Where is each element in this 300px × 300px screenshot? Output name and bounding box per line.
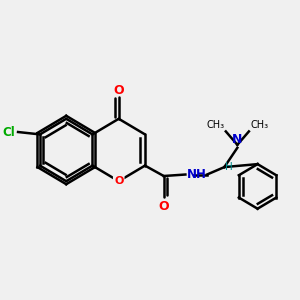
Text: O: O — [158, 200, 169, 213]
Text: CH₃: CH₃ — [250, 120, 268, 130]
Text: Cl: Cl — [2, 125, 15, 139]
Text: O: O — [113, 83, 124, 97]
Text: O: O — [114, 176, 123, 186]
Text: NH: NH — [187, 168, 207, 181]
Text: CH₃: CH₃ — [206, 120, 224, 130]
Text: H: H — [225, 162, 233, 172]
Text: N: N — [232, 133, 242, 146]
